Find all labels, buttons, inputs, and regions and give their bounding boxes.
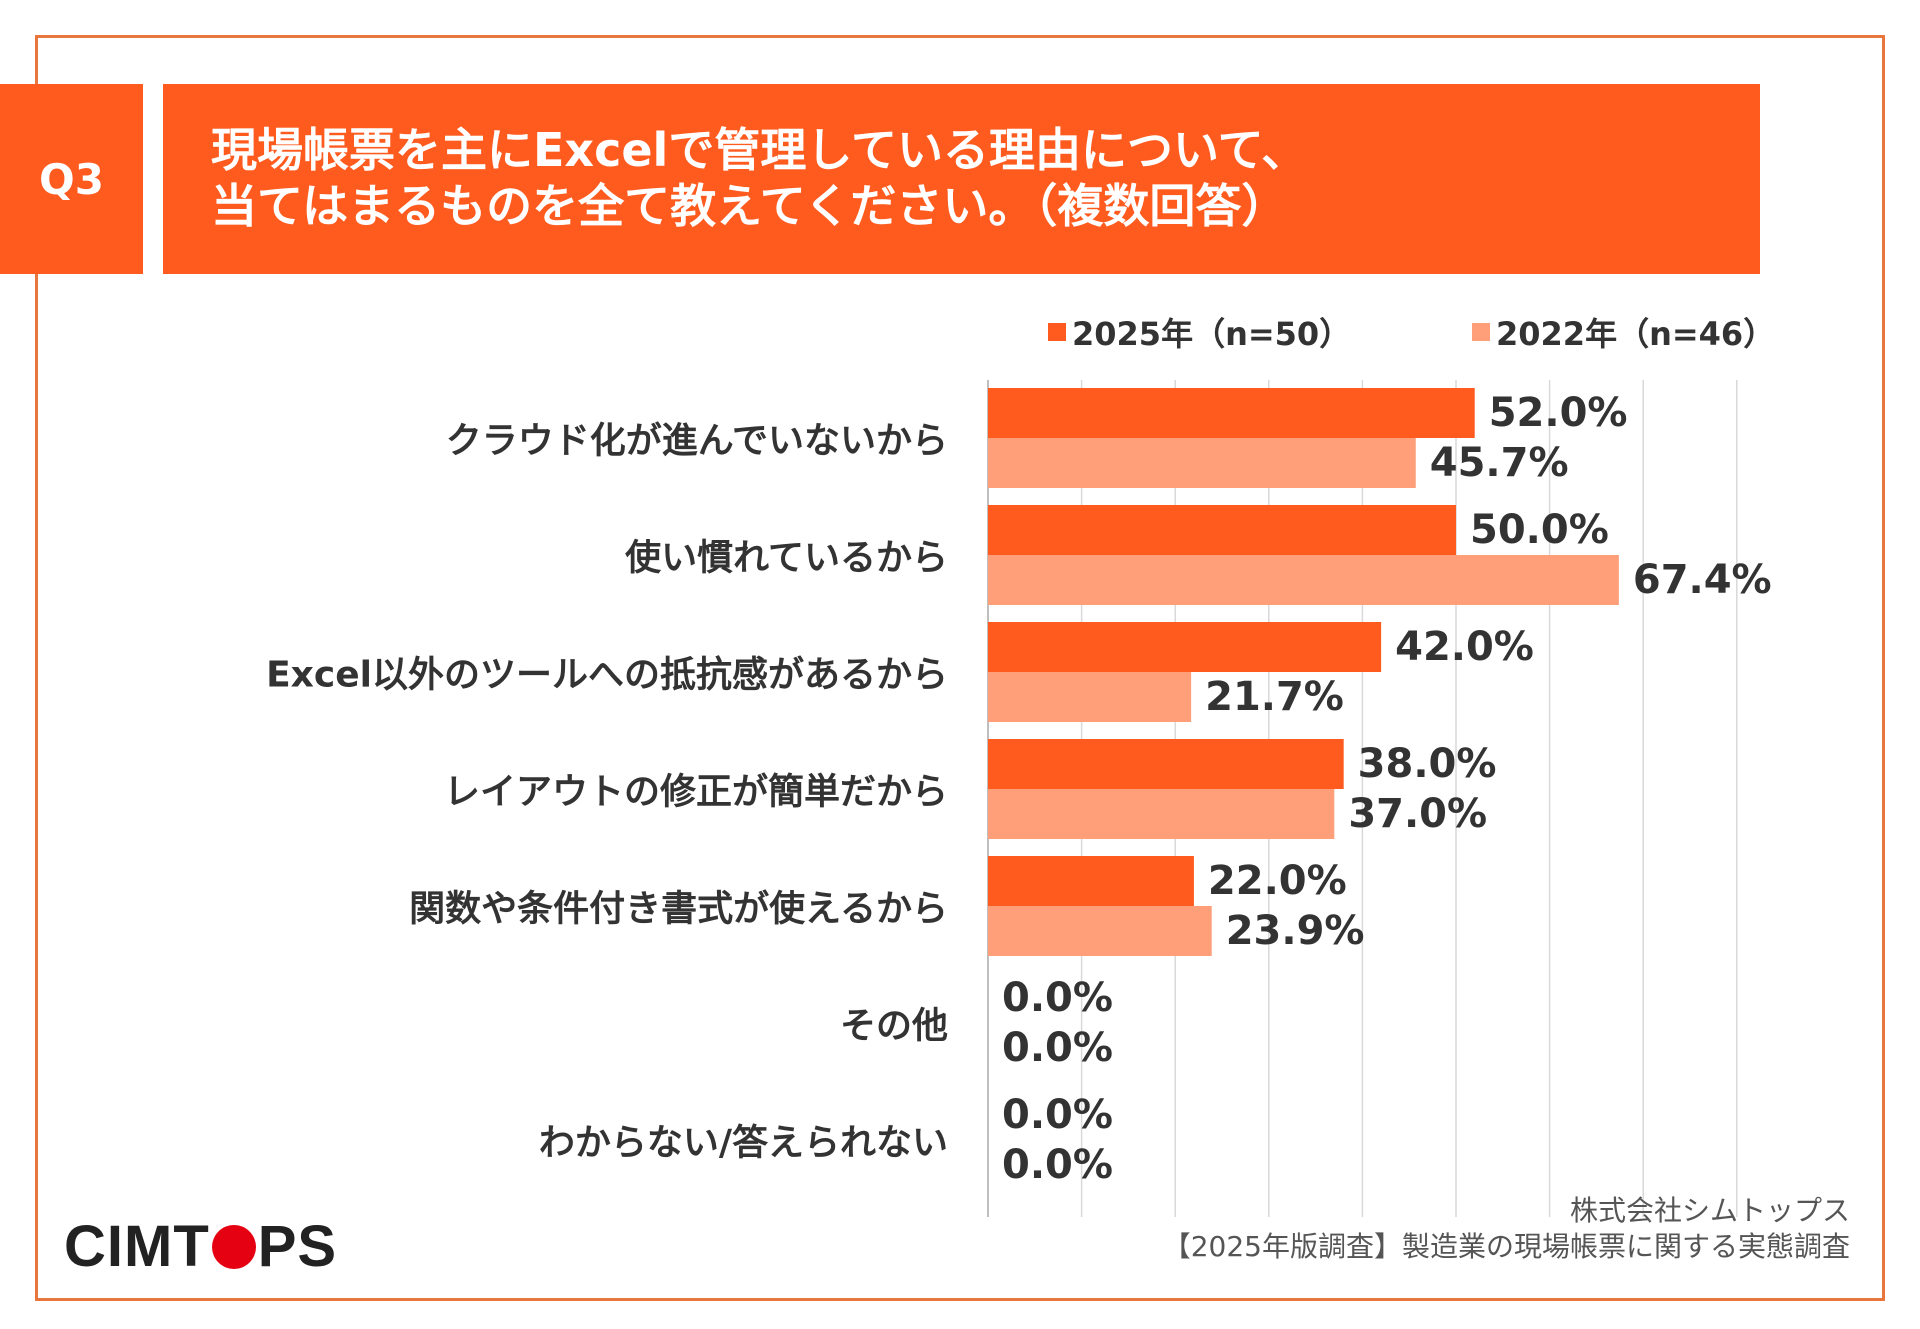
value-label-2025: 50.0% bbox=[1470, 507, 1609, 553]
bar-2025 bbox=[988, 739, 1344, 789]
logo-dot bbox=[211, 1225, 256, 1269]
value-label-2022: 23.9% bbox=[1226, 908, 1365, 954]
value-label-2025: 52.0% bbox=[1489, 390, 1628, 436]
category-label: 使い慣れているから bbox=[625, 538, 948, 579]
bar-2022 bbox=[988, 789, 1335, 839]
category-label: Excel以外のツールへの抵抗感があるから bbox=[266, 654, 948, 696]
value-label-2025: 0.0% bbox=[1002, 975, 1113, 1021]
value-label-2022: 21.7% bbox=[1205, 674, 1344, 720]
value-label-2025: 42.0% bbox=[1395, 624, 1534, 670]
value-label-2025: 22.0% bbox=[1208, 858, 1347, 904]
question-title: 現場帳票を主にExcelで管理している理由について、 当てはまるものを全て教えて… bbox=[163, 84, 1760, 274]
source-note: 株式会社シムトップス 【2025年版調査】製造業の現場帳票に関する実態調査 bbox=[1163, 1193, 1850, 1265]
legend-label-2022: 2022年（n=46） bbox=[1496, 315, 1776, 353]
value-label-2022: 67.4% bbox=[1633, 557, 1772, 603]
legend-label-2025: 2025年（n=50） bbox=[1072, 315, 1352, 353]
source-survey: 【2025年版調査】製造業の現場帳票に関する実態調査 bbox=[1162, 1230, 1850, 1263]
value-label-2022: 0.0% bbox=[1002, 1142, 1113, 1188]
bar-2022 bbox=[988, 672, 1192, 722]
legend-swatch-2025 bbox=[1048, 323, 1066, 341]
category-label: クラウド化が進んでいないから bbox=[446, 421, 948, 462]
value-label-2022: 45.7% bbox=[1430, 440, 1569, 486]
category-label: レイアウトの修正が簡単だから bbox=[444, 772, 948, 813]
value-label-2025: 38.0% bbox=[1358, 741, 1497, 787]
value-label-2022: 37.0% bbox=[1348, 791, 1487, 837]
title-line-2: 当てはまるものを全て教えてください。（複数回答） bbox=[211, 179, 1288, 233]
question-number-badge: Q3 bbox=[0, 84, 143, 274]
bar-2025 bbox=[988, 856, 1194, 906]
bar-2022 bbox=[988, 906, 1212, 956]
question-number: Q3 bbox=[39, 154, 104, 204]
legend-swatch-2022 bbox=[1472, 323, 1490, 341]
bar-2022 bbox=[988, 438, 1416, 488]
category-label: その他 bbox=[840, 1006, 948, 1047]
chart-frame bbox=[35, 35, 1885, 1301]
category-label: 関数や条件付き書式が使えるから bbox=[409, 889, 948, 930]
cimtops-logo: CIMT PS bbox=[64, 1214, 338, 1279]
category-label: わからない/答えられない bbox=[539, 1123, 948, 1164]
value-label-2025: 0.0% bbox=[1002, 1092, 1113, 1138]
bar-2025 bbox=[988, 622, 1382, 672]
source-company: 株式会社シムトップス bbox=[1569, 1194, 1850, 1227]
title-line-1: 現場帳票を主にExcelで管理している理由について、 bbox=[211, 123, 1308, 177]
value-label-2022: 0.0% bbox=[1002, 1025, 1113, 1071]
bar-2025 bbox=[988, 505, 1456, 555]
bar-2022 bbox=[988, 555, 1619, 605]
legend-item-2022: 2022年（n=46） bbox=[1472, 309, 1775, 355]
bar-2025 bbox=[988, 388, 1475, 438]
legend-item-2025: 2025年（n=50） bbox=[1048, 309, 1351, 355]
